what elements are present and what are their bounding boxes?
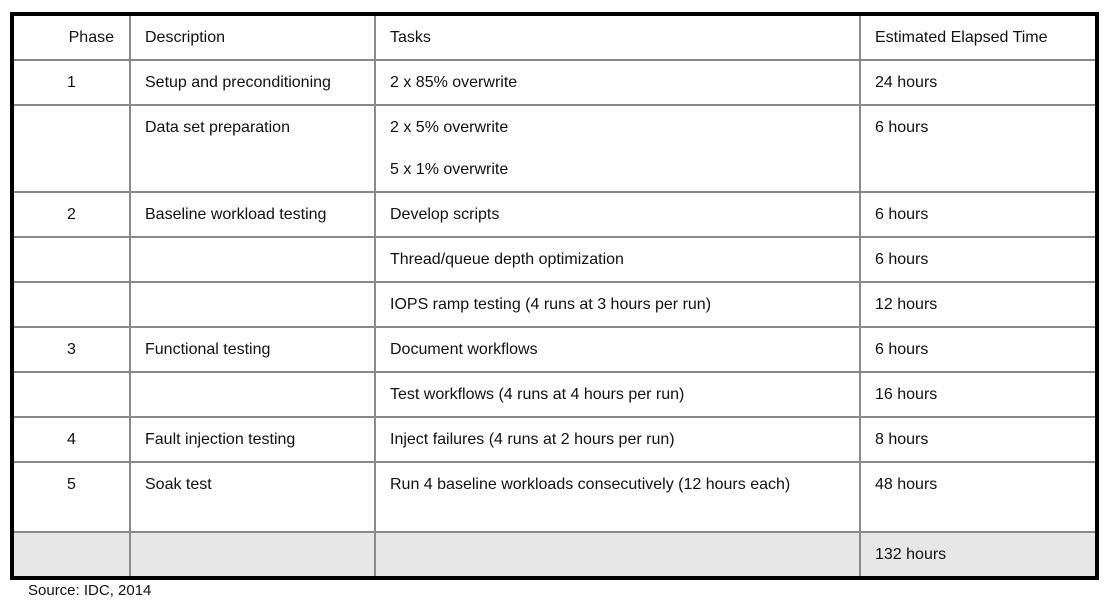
task-line: Test workflows (4 runs at 4 hours per ru… xyxy=(390,386,685,403)
cell-description: Soak test xyxy=(129,461,376,533)
total-row: 132 hours xyxy=(11,531,1098,579)
cell-tasks: Document workflows xyxy=(374,326,861,373)
task-line: Thread/queue depth optimization xyxy=(390,251,624,268)
cell-phase: 3 xyxy=(11,326,131,373)
header-description: Description xyxy=(129,13,376,61)
header-row: Phase Description Tasks Estimated Elapse… xyxy=(11,13,1098,61)
source-note: Source: IDC, 2014 xyxy=(28,582,152,599)
cell-description: Setup and preconditioning xyxy=(129,59,376,106)
cell-tasks: Thread/queue depth optimization xyxy=(374,236,861,283)
header-estimated-elapsed-time: Estimated Elapsed Time xyxy=(859,13,1098,61)
cell-tasks: Inject failures (4 runs at 2 hours per r… xyxy=(374,416,861,463)
cell-tasks: Test workflows (4 runs at 4 hours per ru… xyxy=(374,371,861,418)
task-line: Inject failures (4 runs at 2 hours per r… xyxy=(390,431,675,448)
cell-time: 6 hours xyxy=(859,326,1098,373)
cell-phase xyxy=(11,531,131,579)
cell-description xyxy=(129,236,376,283)
table-row: 3 Functional testing Document workflows … xyxy=(11,326,1098,373)
table-row: 2 Baseline workload testing Develop scri… xyxy=(11,191,1098,238)
task-line: 5 x 1% overwrite xyxy=(390,161,509,178)
task-line: Run 4 baseline workloads consecutively (… xyxy=(390,476,791,493)
table-row: 1 Setup and preconditioning 2 x 85% over… xyxy=(11,59,1098,106)
table-row: Data set preparation 2 x 5% overwrite 5 … xyxy=(11,104,1098,193)
cell-time: 6 hours xyxy=(859,236,1098,283)
cell-phase: 4 xyxy=(11,416,131,463)
cell-phase xyxy=(11,371,131,418)
cell-time: 6 hours xyxy=(859,104,1098,193)
cell-description: Data set preparation xyxy=(129,104,376,193)
cell-phase: 2 xyxy=(11,191,131,238)
cell-description xyxy=(129,281,376,328)
table-row: 5 Soak test Run 4 baseline workloads con… xyxy=(11,461,1098,533)
cell-time: 48 hours xyxy=(859,461,1098,533)
cell-tasks xyxy=(374,531,861,579)
cell-description xyxy=(129,531,376,579)
task-line: 2 x 5% overwrite xyxy=(390,119,509,136)
header-phase: Phase xyxy=(11,13,131,61)
cell-tasks: IOPS ramp testing (4 runs at 3 hours per… xyxy=(374,281,861,328)
cell-tasks: 2 x 85% overwrite xyxy=(374,59,861,106)
table-row: Test workflows (4 runs at 4 hours per ru… xyxy=(11,371,1098,418)
header-tasks: Tasks xyxy=(374,13,861,61)
cell-time: 8 hours xyxy=(859,416,1098,463)
cell-description: Baseline workload testing xyxy=(129,191,376,238)
table-row: IOPS ramp testing (4 runs at 3 hours per… xyxy=(11,281,1098,328)
cell-time: 6 hours xyxy=(859,191,1098,238)
task-line: IOPS ramp testing (4 runs at 3 hours per… xyxy=(390,296,712,313)
cell-phase xyxy=(11,104,131,193)
cell-time: 16 hours xyxy=(859,371,1098,418)
table-row: 4 Fault injection testing Inject failure… xyxy=(11,416,1098,463)
cell-total-time: 132 hours xyxy=(859,531,1098,579)
phase-schedule-table: Phase Description Tasks Estimated Elapse… xyxy=(10,12,1099,580)
cell-phase: 5 xyxy=(11,461,131,533)
cell-tasks: 2 x 5% overwrite 5 x 1% overwrite xyxy=(374,104,861,193)
task-line: Develop scripts xyxy=(390,206,500,223)
cell-phase xyxy=(11,281,131,328)
cell-phase: 1 xyxy=(11,59,131,106)
cell-phase xyxy=(11,236,131,283)
cell-description: Functional testing xyxy=(129,326,376,373)
cell-time: 12 hours xyxy=(859,281,1098,328)
cell-time: 24 hours xyxy=(859,59,1098,106)
cell-tasks: Develop scripts xyxy=(374,191,861,238)
cell-tasks: Run 4 baseline workloads consecutively (… xyxy=(374,461,861,533)
cell-description xyxy=(129,371,376,418)
cell-description: Fault injection testing xyxy=(129,416,376,463)
task-line: 2 x 85% overwrite xyxy=(390,74,518,91)
task-line: Document workflows xyxy=(390,341,538,358)
table-row: Thread/queue depth optimization 6 hours xyxy=(11,236,1098,283)
